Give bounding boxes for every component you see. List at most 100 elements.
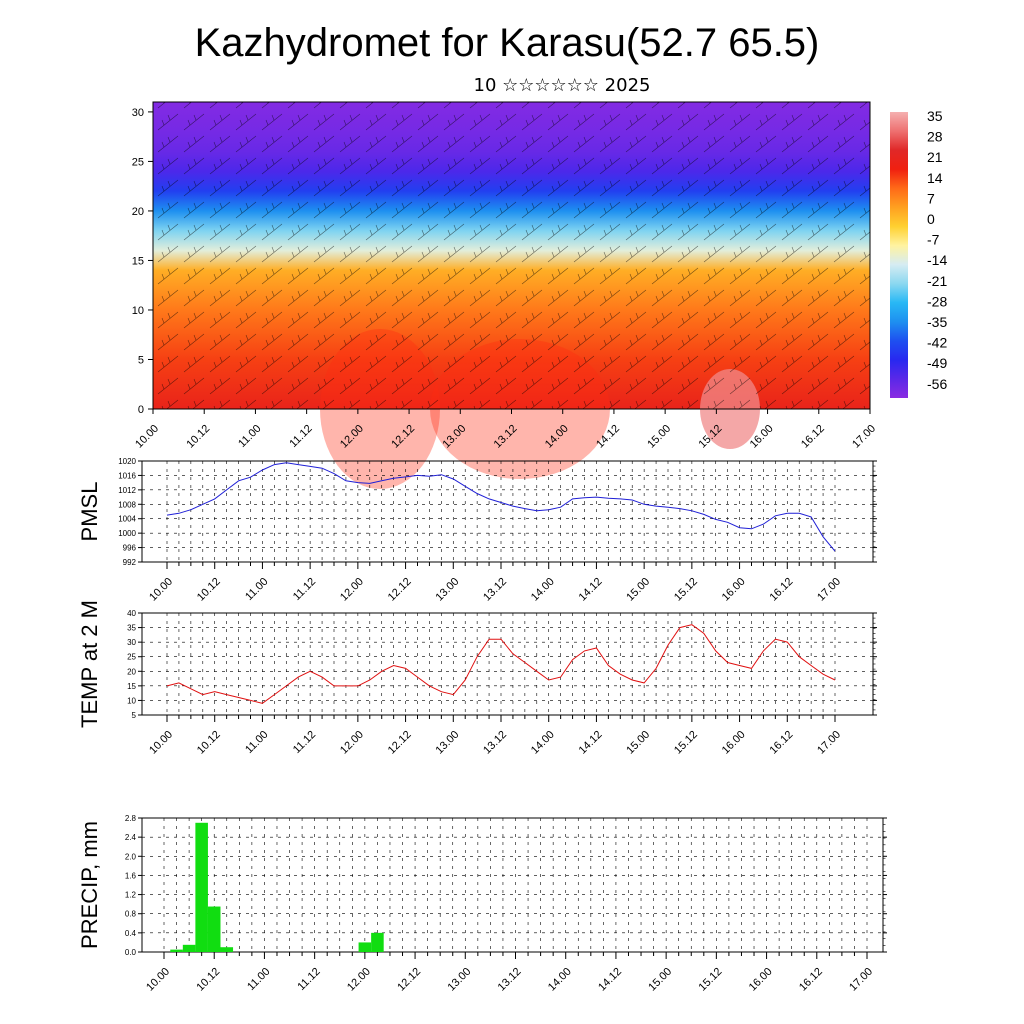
temp-series-line bbox=[166, 624, 836, 704]
colorbar-label: -7 bbox=[927, 232, 940, 248]
wind-barbs bbox=[153, 102, 870, 409]
precip-bar bbox=[371, 932, 384, 952]
ytick-label: 1016 bbox=[118, 471, 136, 480]
ytick-label: 1008 bbox=[118, 500, 136, 509]
temp-panel: 5 10 15 20 25 30 35 40 10.00 10.12 11.00 11.12 12.00… bbox=[77, 600, 877, 757]
heatmap-xtick-label: 10.12 bbox=[184, 423, 212, 451]
xtick-label: 14.12 bbox=[596, 966, 624, 994]
xtick-label: 11.12 bbox=[291, 729, 318, 756]
heatmap-xtick-label: 16.12 bbox=[799, 423, 827, 451]
xtick-label: 13.00 bbox=[433, 729, 461, 757]
xtick-label: 13.00 bbox=[433, 576, 461, 604]
xtick-label: 11.00 bbox=[243, 729, 270, 756]
xtick-label: 16.12 bbox=[767, 729, 795, 757]
precip-bar bbox=[207, 906, 221, 952]
heatmap-xtick-label: 11.00 bbox=[236, 423, 263, 450]
chart-title: Kazhydromet for Karasu(52.7 65.5) bbox=[195, 21, 820, 65]
xtick-label: 15.00 bbox=[646, 966, 674, 994]
xtick-label: 10.12 bbox=[195, 576, 223, 604]
ylabel: PRECIP, mm bbox=[77, 821, 102, 949]
colorbar-label: -42 bbox=[927, 335, 947, 351]
heatmap-xtick-label: 15.00 bbox=[645, 423, 673, 451]
colorbar-label: -28 bbox=[927, 293, 947, 309]
ytick-label: 15 bbox=[127, 682, 136, 691]
pmsl-panel: 992 996 1000 1004 1008 1012 1016 1020 10.00 10.12… bbox=[77, 457, 877, 604]
ytick-label: 1020 bbox=[118, 457, 136, 466]
xtick-label: 10.00 bbox=[144, 966, 172, 994]
ytick-label: 2.4 bbox=[125, 833, 137, 842]
ytick-label: 25 bbox=[127, 653, 136, 662]
ytick-label: 0.0 bbox=[125, 948, 137, 957]
xtick-label: 15.00 bbox=[624, 729, 652, 757]
ylabel: PMSL bbox=[77, 482, 102, 542]
colorbar-label: 28 bbox=[927, 129, 943, 145]
ytick-label: 20 bbox=[127, 667, 136, 676]
heatmap-ytick-label: 25 bbox=[132, 156, 144, 168]
heatmap-xtick-label: 17.00 bbox=[850, 423, 878, 451]
heatmap-ytick-label: 10 bbox=[132, 305, 144, 317]
ytick-label: 1004 bbox=[118, 515, 136, 524]
xtick-label: 16.00 bbox=[747, 966, 775, 994]
ytick-label: 2.8 bbox=[125, 814, 137, 823]
xtick-label: 17.00 bbox=[847, 966, 875, 994]
xtick-label: 10.12 bbox=[195, 729, 223, 757]
ytick-label: 2.0 bbox=[125, 852, 137, 861]
ytick-label: 0.4 bbox=[125, 929, 137, 938]
ytick-label: 1.6 bbox=[125, 871, 137, 880]
xtick-label: 15.12 bbox=[672, 729, 700, 757]
ytick-label: 1.2 bbox=[125, 891, 137, 900]
ylabel: TEMP at 2 M bbox=[77, 600, 102, 728]
xtick-label: 11.12 bbox=[295, 966, 322, 993]
heatmap-ytick-label: 20 bbox=[132, 206, 144, 218]
xtick-label: 16.12 bbox=[767, 576, 795, 604]
xtick-label: 15.12 bbox=[697, 966, 725, 994]
ytick-label: 996 bbox=[123, 544, 137, 553]
xtick-label: 10.12 bbox=[194, 966, 222, 994]
ytick-label: 992 bbox=[123, 558, 137, 567]
ytick-label: 35 bbox=[127, 624, 136, 633]
heatmap-xtick-label: 11.12 bbox=[287, 423, 314, 450]
heatmap-ytick-label: 15 bbox=[132, 255, 144, 267]
colorbar-label: 14 bbox=[927, 170, 943, 186]
colorbar-label: 7 bbox=[927, 190, 935, 206]
xtick-label: 14.12 bbox=[577, 729, 605, 757]
chart-subtitle: 10 ☆☆☆☆☆☆ 2025 bbox=[474, 75, 651, 96]
xtick-label: 13.12 bbox=[481, 729, 509, 757]
xtick-label: 12.00 bbox=[345, 966, 373, 994]
ytick-label: 10 bbox=[127, 696, 136, 705]
colorbar-label: -14 bbox=[927, 252, 947, 268]
colorbar-label: -49 bbox=[927, 355, 947, 371]
ytick-label: 0.8 bbox=[125, 910, 137, 919]
ytick-label: 1000 bbox=[118, 529, 136, 538]
xtick-label: 15.00 bbox=[624, 576, 652, 604]
precip-bar bbox=[182, 944, 196, 952]
colorbar-label: 0 bbox=[927, 211, 935, 227]
xtick-label: 11.12 bbox=[291, 576, 318, 603]
colorbar-label: -56 bbox=[927, 376, 947, 392]
precip-panel: 0.0 0.4 0.8 1.2 1.6 2.0 2.4 2.8 10.00 10.12 11.00 1… bbox=[77, 814, 887, 994]
xtick-label: 13.12 bbox=[481, 576, 509, 604]
xtick-label: 16.00 bbox=[720, 729, 748, 757]
xtick-label: 12.12 bbox=[395, 966, 423, 994]
xtick-label: 13.12 bbox=[496, 966, 524, 994]
precip-bar bbox=[170, 949, 183, 952]
heatmap-ytick-label: 5 bbox=[138, 354, 144, 366]
xtick-label: 17.00 bbox=[815, 576, 843, 604]
xtick-label: 10.00 bbox=[147, 729, 175, 757]
xtick-label: 16.12 bbox=[797, 966, 825, 994]
colorbar-label: 21 bbox=[927, 149, 943, 165]
precip-bar bbox=[195, 822, 208, 952]
xtick-label: 17.00 bbox=[815, 729, 843, 757]
xtick-label: 12.12 bbox=[386, 576, 414, 604]
xtick-label: 14.00 bbox=[529, 729, 557, 757]
xtick-label: 16.00 bbox=[720, 576, 748, 604]
colorbar-label: -35 bbox=[927, 314, 947, 330]
heatmap-xtick-label: 10.00 bbox=[133, 423, 161, 451]
xtick-label: 10.00 bbox=[147, 576, 175, 604]
xtick-label: 14.00 bbox=[546, 966, 574, 994]
heatmap-ytick-label: 0 bbox=[138, 404, 144, 416]
xtick-label: 14.12 bbox=[577, 576, 605, 604]
colorbar-label: -21 bbox=[927, 273, 947, 289]
